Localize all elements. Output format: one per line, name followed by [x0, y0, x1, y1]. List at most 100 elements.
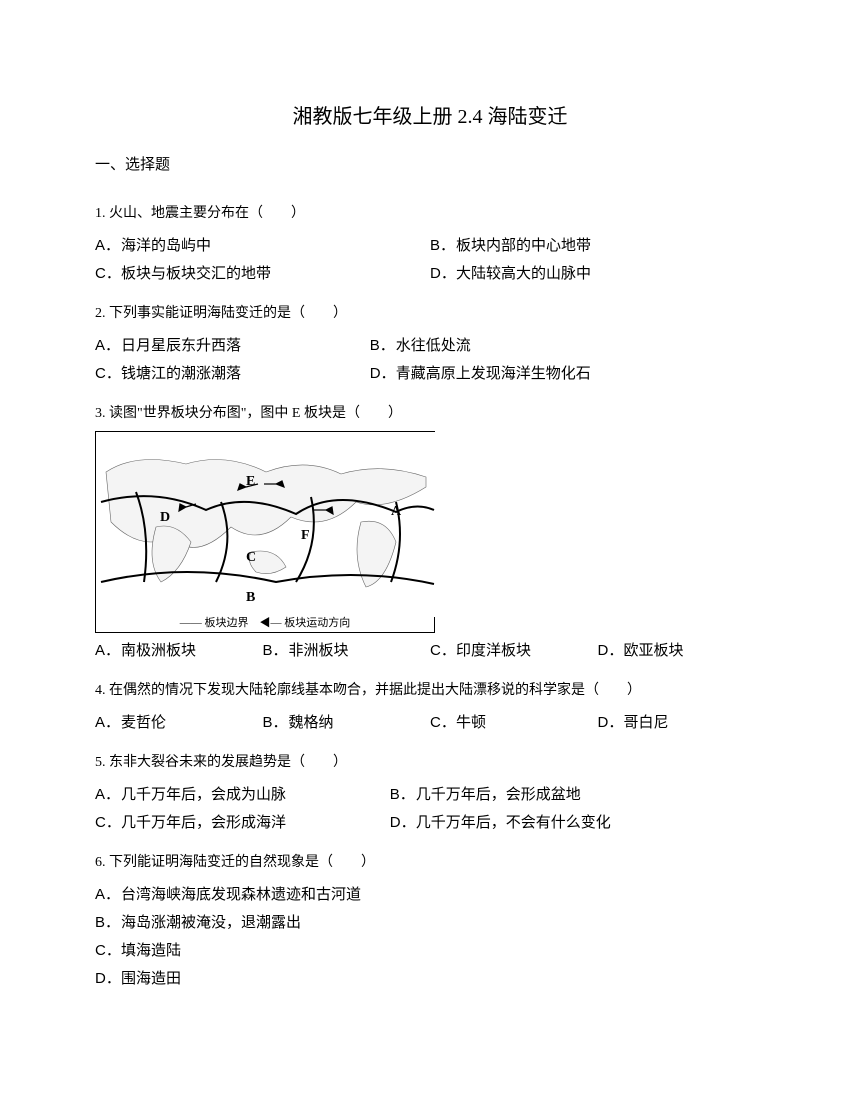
opt-text: 大陆较高大的山脉中	[456, 266, 591, 282]
map-label-c: C	[246, 550, 256, 566]
q3-opt-c: C．印度洋板块	[430, 637, 598, 665]
q3-text: 读图"世界板块分布图"，图中 E 板块是（ ）	[109, 406, 402, 421]
opt-key: D．	[370, 360, 394, 387]
q3-stem: 3. 读图"世界板块分布图"，图中 E 板块是（ ）	[95, 402, 765, 426]
map-label-b: B	[246, 590, 255, 606]
q4-opt-c: C．牛顿	[430, 709, 598, 737]
q3-opt-b: B．非洲板块	[263, 637, 431, 665]
map-legend: —— 板块边界 ◀— 板块运动方向	[96, 614, 434, 630]
question-6: 6. 下列能证明海陆变迁的自然现象是（ ） A．台湾海峡海底发现森林遗迹和古河道…	[95, 851, 765, 993]
opt-text: 水往低处流	[396, 338, 471, 354]
opt-key: C．	[95, 809, 119, 836]
q6-num: 6.	[95, 855, 106, 870]
opt-key: D．	[390, 809, 414, 836]
q4-opt-a: A．麦哲伦	[95, 709, 263, 737]
opt-text: 魏格纳	[289, 715, 334, 731]
q5-opt-b: B．几千万年后，会形成盆地	[390, 781, 685, 809]
q2-num: 2.	[95, 306, 106, 321]
q2-opt-b: B．水往低处流	[370, 332, 645, 360]
opt-key: B．	[390, 781, 414, 808]
q6-opt-a: A．台湾海峡海底发现森林遗迹和古河道	[95, 881, 765, 909]
q4-num: 4.	[95, 683, 106, 698]
q6-opt-d: D．围海造田	[95, 965, 765, 993]
q4-stem: 4. 在偶然的情况下发现大陆轮廓线基本吻合，并据此提出大陆漂移说的科学家是（ ）	[95, 679, 765, 703]
opt-key: A．	[95, 332, 119, 359]
opt-key: A．	[95, 881, 119, 908]
opt-text: 麦哲伦	[121, 715, 166, 731]
q4-opt-d: D．哥白尼	[598, 709, 766, 737]
opt-key: B．	[370, 332, 394, 359]
opt-text: 板块内部的中心地带	[456, 238, 591, 254]
opt-text: 非洲板块	[289, 643, 349, 659]
opt-key: A．	[95, 781, 119, 808]
opt-text: 日月星辰东升西落	[121, 338, 241, 354]
map-label-a: A	[391, 504, 401, 520]
q3-opt-d: D．欧亚板块	[598, 637, 766, 665]
question-4: 4. 在偶然的情况下发现大陆轮廓线基本吻合，并据此提出大陆漂移说的科学家是（ ）…	[95, 679, 765, 737]
q5-stem: 5. 东非大裂谷未来的发展趋势是（ ）	[95, 751, 765, 775]
q5-opt-c: C．几千万年后，会形成海洋	[95, 809, 390, 837]
question-1: 1. 火山、地震主要分布在（ ） A．海洋的岛屿中 B．板块内部的中心地带 C．…	[95, 202, 765, 288]
opt-text: 欧亚板块	[624, 643, 684, 659]
q1-text: 火山、地震主要分布在（ ）	[109, 206, 305, 221]
opt-key: D．	[598, 637, 622, 664]
opt-text: 海洋的岛屿中	[121, 238, 211, 254]
q2-opt-d: D．青藏高原上发现海洋生物化石	[370, 360, 645, 388]
question-3: 3. 读图"世界板块分布图"，图中 E 板块是（ ）	[95, 402, 765, 666]
opt-text: 钱塘江的潮涨潮落	[121, 366, 241, 382]
q1-opt-c: C．板块与板块交汇的地带	[95, 260, 430, 288]
q2-text: 下列事实能证明海陆变迁的是（ ）	[109, 306, 347, 321]
opt-key: C．	[95, 937, 119, 964]
opt-key: B．	[430, 232, 454, 259]
q3-opt-a: A．南极洲板块	[95, 637, 263, 665]
plate-map-figure: E D C F A B —— 板块边界 ◀— 板块运动方向	[95, 431, 435, 633]
q1-num: 1.	[95, 206, 106, 221]
q2-stem: 2. 下列事实能证明海陆变迁的是（ ）	[95, 302, 765, 326]
opt-text: 台湾海峡海底发现森林遗迹和古河道	[121, 887, 361, 903]
opt-key: A．	[95, 709, 119, 736]
page-title: 湘教版七年级上册 2.4 海陆变迁	[95, 100, 765, 129]
opt-key: C．	[430, 709, 454, 736]
q2-opt-c: C．钱塘江的潮涨潮落	[95, 360, 370, 388]
question-5: 5. 东非大裂谷未来的发展趋势是（ ） A．几千万年后，会成为山脉 B．几千万年…	[95, 751, 765, 837]
q5-opt-d: D．几千万年后，不会有什么变化	[390, 809, 685, 837]
q6-opt-c: C．填海造陆	[95, 937, 765, 965]
opt-text: 板块与板块交汇的地带	[121, 266, 271, 282]
opt-key: D．	[598, 709, 622, 736]
q1-opt-b: B．板块内部的中心地带	[430, 232, 765, 260]
q5-text: 东非大裂谷未来的发展趋势是（ ）	[109, 755, 347, 770]
q4-opt-b: B．魏格纳	[263, 709, 431, 737]
opt-text: 南极洲板块	[121, 643, 196, 659]
map-label-e: E	[246, 474, 255, 490]
opt-text: 几千万年后，不会有什么变化	[416, 815, 611, 831]
q1-stem: 1. 火山、地震主要分布在（ ）	[95, 202, 765, 226]
question-2: 2. 下列事实能证明海陆变迁的是（ ） A．日月星辰东升西落 B．水往低处流 C…	[95, 302, 765, 388]
q3-num: 3.	[95, 406, 106, 421]
q6-stem: 6. 下列能证明海陆变迁的自然现象是（ ）	[95, 851, 765, 875]
opt-text: 围海造田	[121, 971, 181, 987]
opt-key: A．	[95, 232, 119, 259]
opt-key: D．	[430, 260, 454, 287]
opt-text: 印度洋板块	[456, 643, 531, 659]
opt-text: 几千万年后，会成为山脉	[121, 787, 286, 803]
q6-text: 下列能证明海陆变迁的自然现象是（ ）	[109, 855, 375, 870]
opt-text: 牛顿	[456, 715, 486, 731]
q2-opt-a: A．日月星辰东升西落	[95, 332, 370, 360]
opt-key: C．	[95, 260, 119, 287]
q6-opt-b: B．海岛涨潮被淹没，退潮露出	[95, 909, 765, 937]
opt-key: B．	[263, 709, 287, 736]
opt-key: D．	[95, 965, 119, 992]
opt-key: C．	[95, 360, 119, 387]
opt-key: C．	[430, 637, 454, 664]
opt-text: 哥白尼	[624, 715, 669, 731]
section-heading: 一、选择题	[95, 153, 765, 174]
opt-key: A．	[95, 637, 119, 664]
q1-opt-d: D．大陆较高大的山脉中	[430, 260, 765, 288]
q1-opt-a: A．海洋的岛屿中	[95, 232, 430, 260]
opt-text: 几千万年后，会形成海洋	[121, 815, 286, 831]
map-label-d: D	[160, 510, 170, 526]
opt-key: B．	[263, 637, 287, 664]
world-map-svg	[96, 432, 436, 617]
q4-text: 在偶然的情况下发现大陆轮廓线基本吻合，并据此提出大陆漂移说的科学家是（ ）	[109, 683, 641, 698]
opt-text: 海岛涨潮被淹没，退潮露出	[121, 915, 301, 931]
